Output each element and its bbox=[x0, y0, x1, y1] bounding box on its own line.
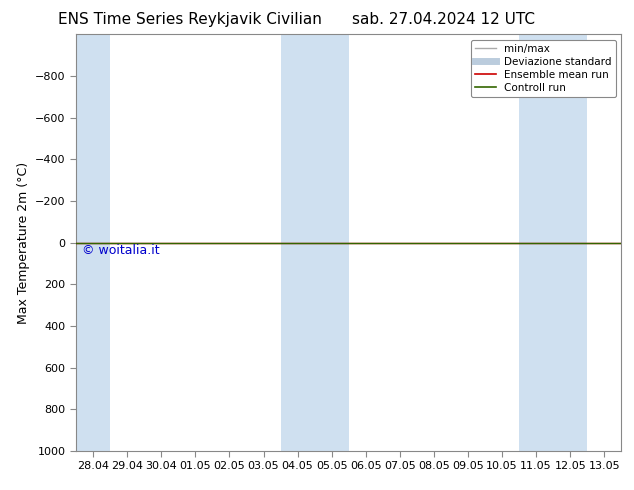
Text: ENS Time Series Reykjavik Civilian: ENS Time Series Reykjavik Civilian bbox=[58, 12, 322, 27]
Bar bbox=[76, 34, 110, 451]
Legend: min/max, Deviazione standard, Ensemble mean run, Controll run: min/max, Deviazione standard, Ensemble m… bbox=[471, 40, 616, 97]
Bar bbox=[519, 34, 587, 451]
Bar bbox=[280, 34, 349, 451]
Text: sab. 27.04.2024 12 UTC: sab. 27.04.2024 12 UTC bbox=[353, 12, 535, 27]
Text: © woitalia.it: © woitalia.it bbox=[82, 244, 159, 257]
Y-axis label: Max Temperature 2m (°C): Max Temperature 2m (°C) bbox=[16, 162, 30, 323]
